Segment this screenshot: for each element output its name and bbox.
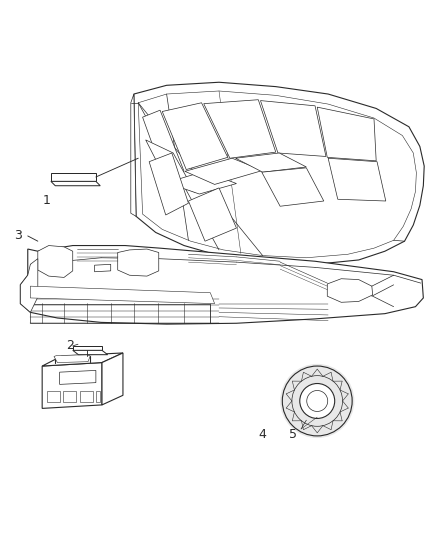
Polygon shape [204,100,276,158]
Polygon shape [317,107,376,161]
Circle shape [280,364,354,438]
Polygon shape [261,101,326,157]
Polygon shape [188,188,237,241]
Polygon shape [51,181,100,185]
Polygon shape [102,353,123,405]
Text: 5: 5 [289,428,297,441]
Polygon shape [149,153,188,215]
Polygon shape [162,103,228,169]
Polygon shape [38,246,73,277]
Polygon shape [51,173,96,181]
Polygon shape [131,94,136,216]
Polygon shape [20,259,38,312]
Text: 2: 2 [67,338,74,352]
Polygon shape [146,140,195,192]
Text: 3: 3 [14,229,22,243]
Text: 1: 1 [42,195,50,207]
Text: 4: 4 [259,428,267,441]
Polygon shape [42,353,123,366]
Polygon shape [95,264,111,272]
Polygon shape [185,158,263,184]
Polygon shape [20,246,424,324]
Polygon shape [236,153,306,172]
Polygon shape [30,286,215,304]
Polygon shape [328,158,386,201]
Polygon shape [166,171,237,194]
Circle shape [307,391,328,411]
Polygon shape [134,82,424,264]
Polygon shape [118,249,159,276]
Polygon shape [327,279,373,302]
Polygon shape [73,350,108,354]
Polygon shape [143,110,184,179]
Circle shape [300,384,335,418]
Polygon shape [54,354,90,362]
Polygon shape [42,362,102,408]
Polygon shape [73,346,102,350]
Polygon shape [262,168,324,206]
